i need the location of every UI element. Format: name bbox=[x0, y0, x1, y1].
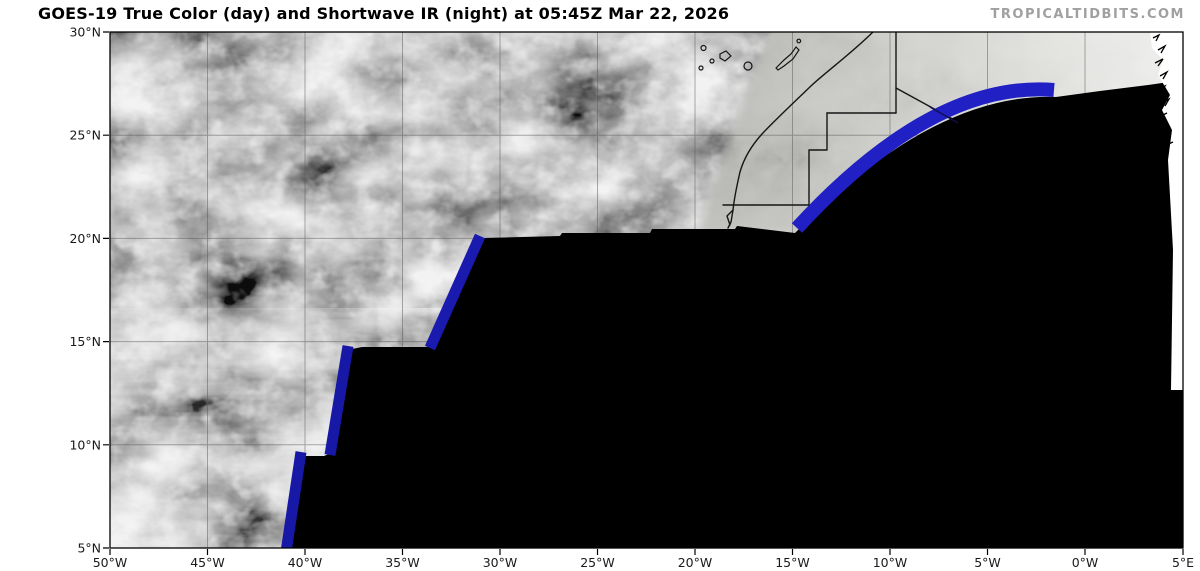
lon-label: 35°W bbox=[385, 555, 420, 570]
lon-label: 25°W bbox=[580, 555, 615, 570]
lon-label: 45°W bbox=[190, 555, 225, 570]
no-data-region bbox=[292, 80, 1183, 548]
lon-label: 5°E bbox=[1172, 555, 1194, 570]
lon-label: 5°W bbox=[974, 555, 1001, 570]
scan-edge-stripes bbox=[281, 82, 1055, 548]
border-over-arc bbox=[929, 106, 959, 124]
lat-label: 15°N bbox=[69, 334, 101, 349]
lat-axis: 30°N 25°N 20°N 15°N 10°N 5°N bbox=[69, 25, 101, 556]
watermark: TROPICALTIDBITS.COM bbox=[990, 7, 1185, 22]
lon-label: 40°W bbox=[288, 555, 323, 570]
axis-ticks-bottom bbox=[109, 549, 1184, 555]
lat-label: 25°N bbox=[69, 128, 101, 143]
scan-edge-arc bbox=[791, 82, 1055, 233]
lon-label: 50°W bbox=[93, 555, 128, 570]
limb-white-region bbox=[1150, 32, 1183, 390]
lon-label: 15°W bbox=[775, 555, 810, 570]
canary-islands bbox=[698, 38, 802, 71]
lon-label: 10°W bbox=[873, 555, 908, 570]
scan-edge-stripe-south bbox=[281, 451, 307, 548]
lat-label: 20°N bbox=[69, 231, 101, 246]
lon-label: 20°W bbox=[678, 555, 713, 570]
lat-label: 30°N bbox=[69, 25, 101, 40]
limb-artifact-squiggles bbox=[1152, 33, 1174, 146]
image-title: GOES-19 True Color (day) and Shortwave I… bbox=[38, 4, 730, 23]
scan-edge-stripe-mid bbox=[324, 345, 354, 456]
lat-label: 5°N bbox=[77, 541, 101, 556]
map-frame bbox=[109, 31, 1184, 549]
scan-edge-stripe-north bbox=[424, 233, 486, 351]
lon-axis: 50°W 45°W 40°W 35°W 30°W 25°W 20°W 15°W … bbox=[93, 555, 1194, 570]
axis-ticks-left bbox=[103, 31, 109, 549]
lon-label: 0°W bbox=[1072, 555, 1099, 570]
lon-label: 30°W bbox=[483, 555, 518, 570]
lat-label: 10°N bbox=[69, 437, 101, 452]
